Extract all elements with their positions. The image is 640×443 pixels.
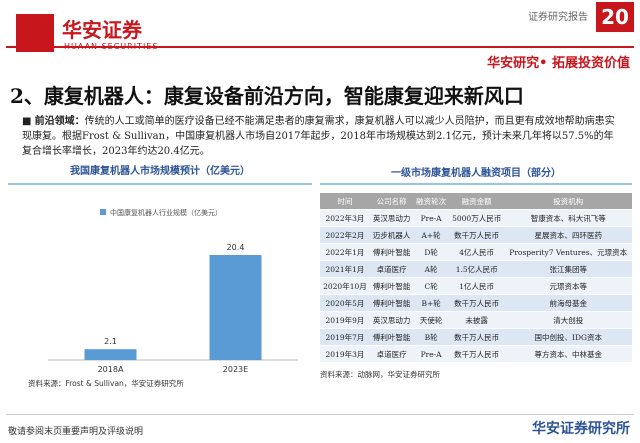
table-cell: A+轮 bbox=[413, 226, 449, 244]
section-title: 2、康复机器人：康复设备前沿方向，智能康复迎来新风口 bbox=[10, 84, 524, 108]
column-header: 投资机构 bbox=[504, 193, 632, 210]
table-cell: 傅利叶智能 bbox=[369, 294, 414, 312]
footer-brand: 华安证券研究所 bbox=[532, 421, 630, 437]
table-cell: 2020年10月 bbox=[320, 277, 370, 295]
table-cell: 傅利叶智能 bbox=[369, 277, 414, 295]
table-cell: 2022年2月 bbox=[320, 226, 370, 244]
table: 时间 公司名称 融资轮次 融资金额 投资机构 2022年3月 英汉思动力 Pre-A 5000万… bbox=[320, 193, 632, 363]
column-header: 公司名称 bbox=[369, 193, 414, 210]
data-label: 20.4 bbox=[227, 243, 245, 252]
table-cell: 清大创投 bbox=[504, 311, 632, 329]
table-row: 2020年5月 傅利叶智能 B+轮 数千万人民币 前海母基金 bbox=[320, 294, 632, 312]
table-cell: 1.5亿人民币 bbox=[448, 260, 505, 278]
table-cell: 英汉思动力 bbox=[369, 209, 414, 227]
table-cell: 国中创投、IDG资本 bbox=[504, 328, 632, 346]
table-cell: Pre-A bbox=[413, 345, 449, 363]
table-cell: 数千万人民币 bbox=[448, 294, 505, 312]
table-cell: 卓道医疗 bbox=[369, 260, 414, 278]
lead: 前沿领域： bbox=[34, 116, 85, 127]
column-header: 融资金额 bbox=[448, 193, 505, 210]
table-cell: 2019年7月 bbox=[320, 328, 370, 346]
table-row: 2020年10月 傅利叶智能 C轮 1亿人民币 元璟资本等 bbox=[320, 277, 632, 295]
table-row: 2019年7月 傅利叶智能 B轮 数千万人民币 国中创投、IDG资本 bbox=[320, 328, 632, 346]
table-panel: 一级市场康复机器人融资项目（部分） 时间 公司名称 融资轮次 融资金额 投资机构 2022… bbox=[320, 164, 632, 380]
table-cell: 尊方资本、中林基金 bbox=[504, 345, 632, 363]
table-cell: B轮 bbox=[413, 328, 449, 346]
table-cell: 2019年3月 bbox=[320, 345, 370, 363]
report-type: 证券研究报告 bbox=[528, 12, 588, 23]
table-cell: 2019年9月 bbox=[320, 311, 370, 329]
paragraph: ■ 前沿领域：传统的人工或简单的医疗设备已经不能满足患者的康复需求，康复机器人可… bbox=[22, 116, 615, 157]
table-cell: 4亿人民币 bbox=[448, 243, 505, 261]
x-tick-label: 2018A bbox=[98, 365, 124, 374]
table-cell: 元璟资本等 bbox=[504, 277, 632, 295]
table-cell: 数千万人民币 bbox=[448, 345, 505, 363]
page-number: 20 bbox=[596, 2, 634, 32]
table-cell: 迈步机器人 bbox=[369, 226, 414, 244]
table-cell: 天使轮 bbox=[413, 311, 449, 329]
source: 资料来源：Frost & Sullivan，华安证券研究所 bbox=[28, 378, 184, 388]
table-cell: D轮 bbox=[413, 243, 449, 261]
table-cell: 智康资本、科大讯飞等 bbox=[504, 209, 632, 227]
data-label: 2.1 bbox=[104, 337, 117, 346]
table-cell: 傅利叶智能 bbox=[369, 243, 414, 261]
table-cell: 2022年1月 bbox=[320, 243, 370, 261]
x-tick-label: 2023E bbox=[223, 365, 248, 374]
column-header: 时间 bbox=[320, 193, 370, 210]
table-row: 2021年1月 卓道医疗 A轮 1.5亿人民币 张江集团等 bbox=[320, 260, 632, 278]
brand: 华安证券 bbox=[62, 18, 142, 42]
table-row: 2022年2月 迈步机器人 A+轮 数千万人民币 星展资本、四环医药 bbox=[320, 226, 632, 244]
column-header: 融资轮次 bbox=[413, 193, 449, 210]
header-rule bbox=[6, 46, 634, 48]
bar bbox=[209, 255, 262, 360]
table-cell: 前海母基金 bbox=[504, 294, 632, 312]
table-cell: 2020年5月 bbox=[320, 294, 370, 312]
table-cell: B+轮 bbox=[413, 294, 449, 312]
table-cell: 张江集团等 bbox=[504, 260, 632, 278]
chart: 我国康复机器人市场规模预计（亿美元） 中国康复机器人行业规模（亿美元） 2.1 20… bbox=[8, 164, 312, 388]
body-text: 传统的人工或简单的医疗设备已经不能满足患者的康复需求，康复机器人可以减少人员陪护… bbox=[22, 116, 615, 157]
table-cell: 数千万人民币 bbox=[448, 226, 505, 244]
table-row: 2019年9月 英汉思动力 天使轮 未披露 清大创投 bbox=[320, 311, 632, 329]
table-cell: 未披露 bbox=[448, 311, 505, 329]
table-cell: 傅利叶智能 bbox=[369, 328, 414, 346]
table-cell: 数千万人民币 bbox=[448, 328, 505, 346]
table-title: 一级市场康复机器人融资项目（部分） bbox=[320, 164, 632, 185]
table-cell: 卓道医疗 bbox=[369, 345, 414, 363]
table-cell: 1亿人民币 bbox=[448, 277, 505, 295]
source: 资料来源：动脉网，华安证券研究所 bbox=[320, 370, 440, 379]
table-cell: 5000万人民币 bbox=[448, 209, 505, 227]
legend-swatch bbox=[100, 209, 106, 215]
table-cell: 2022年3月 bbox=[320, 209, 370, 227]
table-cell: 星展资本、四环医药 bbox=[504, 226, 632, 244]
table-cell: 2021年1月 bbox=[320, 260, 370, 278]
table-row: 2022年3月 英汉思动力 Pre-A 5000万人民币 智康资本、科大讯飞等 bbox=[320, 209, 632, 227]
disclaimer: 敬请参阅末页重要声明及评级说明 bbox=[8, 427, 144, 437]
table-cell: Pre-A bbox=[413, 209, 449, 227]
chart-title: 我国康复机器人市场规模预计（亿美元） bbox=[70, 164, 250, 177]
table-row: 2019年3月 卓道医疗 Pre-A 数千万人民币 尊方资本、中林基金 bbox=[320, 345, 632, 363]
legend-label: 中国康复机器人行业规模（亿美元） bbox=[110, 208, 222, 217]
table-cell: Prosperity7 Ventures、元璟资本 bbox=[504, 243, 632, 261]
slogan: 华安研究• 拓展投资价值 bbox=[487, 56, 630, 71]
table-cell: C轮 bbox=[413, 277, 449, 295]
table-cell: A轮 bbox=[413, 260, 449, 278]
footer-rule bbox=[6, 414, 634, 415]
logo bbox=[16, 14, 54, 52]
table-cell: 英汉思动力 bbox=[369, 311, 414, 329]
bar bbox=[84, 349, 137, 360]
table-row: 2022年1月 傅利叶智能 D轮 4亿人民币 Prosperity7 Ventures、… bbox=[320, 243, 632, 261]
